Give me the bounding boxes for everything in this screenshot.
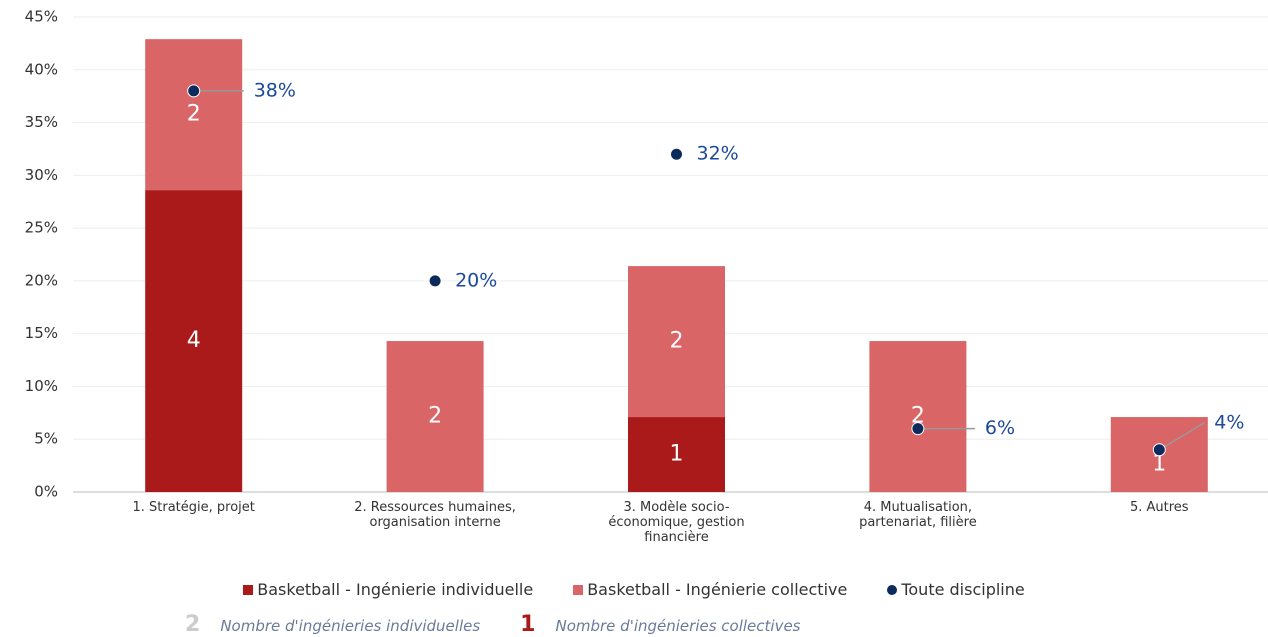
dot <box>670 147 683 161</box>
legend-swatch <box>887 585 898 595</box>
note: 2 Nombre d'ingénieries individuelles <box>185 612 480 637</box>
x-tick-label: 5. Autres <box>1129 500 1189 515</box>
x-tick-label: 4. Mutualisation, partenariat, filière <box>859 500 977 530</box>
note-symbol: 1 <box>520 612 536 637</box>
count-label: 2 <box>911 404 925 429</box>
legend-swatch <box>243 585 254 595</box>
count-label: 2 <box>428 404 442 429</box>
y-tick-label: 25% <box>25 219 58 237</box>
dot-label: 4% <box>1214 411 1244 433</box>
dot <box>911 422 925 436</box>
count-label: 1 <box>670 442 684 467</box>
y-tick-label: 10% <box>25 377 58 395</box>
note: 1 Nombre d'ingénieries collectives <box>520 612 800 637</box>
legend-item: Basketball - Ingénierie individuelle <box>243 580 533 599</box>
legend-item: Toute discipline <box>887 580 1025 599</box>
x-tick-label: 2. Ressources humaines, organisation int… <box>354 500 516 530</box>
note-text: Nombre d'ingénieries individuelles <box>220 617 481 635</box>
legend: Basketball - Ingénierie individuelle Bask… <box>0 580 1268 599</box>
dot-label: 38% <box>254 79 296 101</box>
count-label: 2 <box>670 329 684 354</box>
bar <box>386 341 484 492</box>
y-tick-label: 0% <box>34 483 58 501</box>
legend-label: Basketball - Ingénierie collective <box>587 580 848 599</box>
y-tick-label: 30% <box>25 166 58 184</box>
bar <box>145 39 243 191</box>
note-symbol: 2 <box>185 612 201 637</box>
dot-label: 32% <box>697 143 739 165</box>
legend-item: Basketball - Ingénierie collective <box>573 580 847 599</box>
dot <box>1152 443 1166 457</box>
y-tick-label: 20% <box>25 271 58 289</box>
leader-line <box>1158 422 1205 451</box>
legend-swatch <box>573 585 584 595</box>
y-tick-label: 5% <box>34 430 58 448</box>
notes: 2 Nombre d'ingénieries individuelles 1 Nomb… <box>185 612 801 637</box>
x-tick-label: 1. Stratégie, projet <box>132 500 255 515</box>
dot <box>428 274 442 288</box>
count-label: 2 <box>187 102 201 127</box>
note-text: Nombre d'ingénieries collectives <box>555 617 801 635</box>
dot-label: 20% <box>455 269 497 291</box>
bar <box>628 417 725 492</box>
dot-label: 6% <box>985 417 1015 439</box>
x-tick-label: 3. Modèle socio-économique, gestion fina… <box>608 500 745 545</box>
y-tick-label: 40% <box>25 60 58 78</box>
legend-label: Toute discipline <box>901 580 1025 599</box>
bar <box>869 341 967 492</box>
count-label: 4 <box>187 328 201 353</box>
y-tick-label: 45% <box>25 8 58 26</box>
dot <box>187 84 201 98</box>
count-label: 1 <box>1152 452 1166 477</box>
bar <box>145 190 243 492</box>
y-tick-label: 35% <box>25 113 58 131</box>
bar <box>628 266 725 418</box>
y-tick-label: 15% <box>25 324 58 342</box>
legend-label: Basketball - Ingénierie individuelle <box>257 580 534 599</box>
